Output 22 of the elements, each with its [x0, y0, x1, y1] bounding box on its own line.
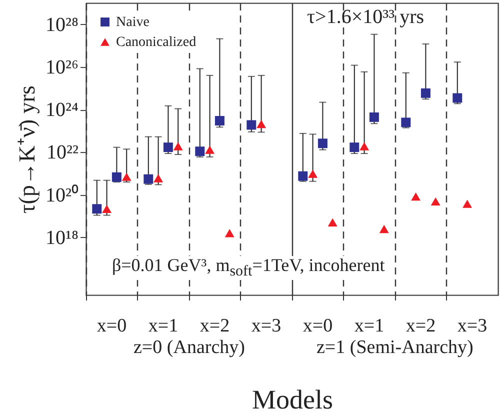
y-axis-title: τ(p→K⁺ν̄) yrs	[14, 85, 40, 214]
y-tick-label: 10²²	[46, 142, 78, 164]
y-tick-label: 10²⁴	[46, 99, 79, 122]
x-tick-label: x=2	[406, 316, 436, 336]
x-tick-label: x=0	[302, 316, 333, 336]
x-tick-label: x=2	[200, 316, 230, 336]
y-tick-label: 10²⁶	[46, 56, 79, 78]
x-axis-title: Models	[252, 384, 333, 414]
legend-label: Naive	[116, 15, 150, 30]
x-tick-label: x=3	[457, 316, 488, 336]
text: z=0 (Anarchy)	[134, 337, 245, 359]
x-tick-label: x=3	[251, 316, 282, 336]
text: z=1 (Semi-Anarchy)	[316, 337, 474, 359]
y-tick-label: 10²⁸	[46, 14, 79, 36]
y-tick-label: 10²⁰	[46, 183, 78, 206]
legend-label: Canonicalized	[116, 35, 196, 50]
annotation: τ>1.6×10³³ yrs	[307, 6, 424, 28]
x-tick-label: x=1	[354, 316, 384, 336]
y-tick-label: 10¹⁸	[46, 226, 79, 249]
annotation: β=0.01 GeV³, m$_{soft}$=1TeV, incoherent	[112, 255, 385, 280]
x-tick-label: x=1	[148, 316, 178, 336]
x-tick-label: x=0	[96, 316, 127, 336]
